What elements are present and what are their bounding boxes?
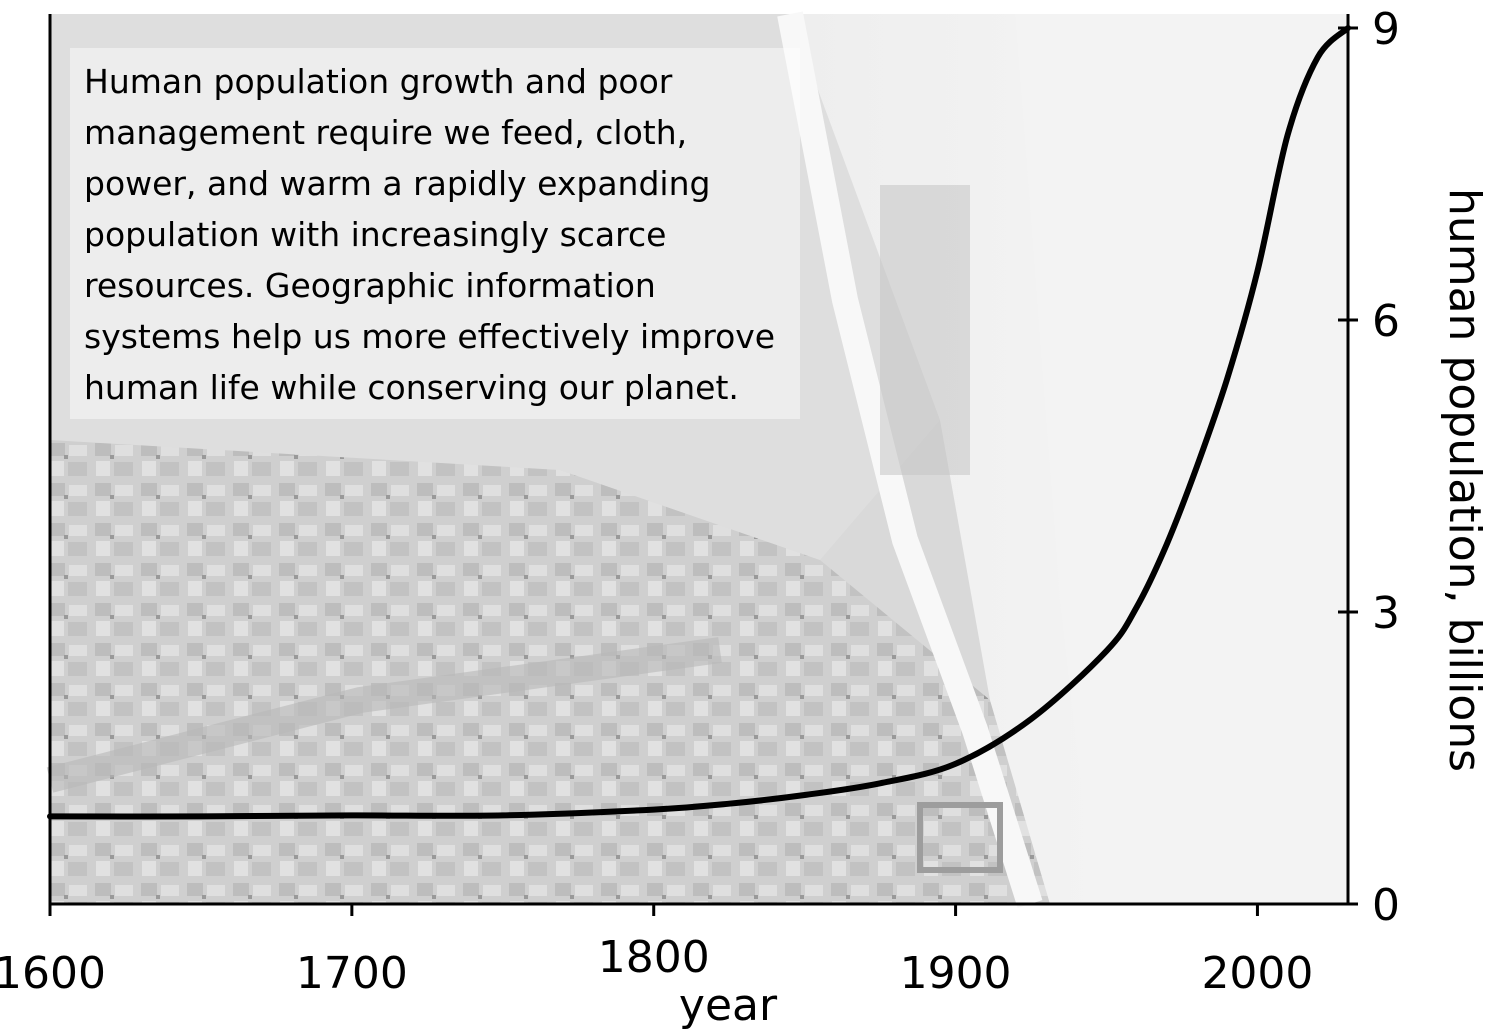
y-tick-label: 9	[1372, 4, 1400, 55]
plot-frame	[48, 14, 1350, 906]
x-tick-label: 1800	[598, 932, 710, 983]
y-axis-title: human population, billions	[1439, 188, 1490, 772]
y-tick-label: 6	[1372, 296, 1400, 347]
y-axis-ticks: 0 3 6 9	[1338, 4, 1400, 931]
x-tick-label: 1700	[296, 948, 408, 999]
x-axis-title: year	[679, 980, 778, 1031]
population-series-line	[47, 25, 1351, 820]
y-tick-label: 0	[1372, 880, 1400, 931]
x-tick-label: 1600	[0, 948, 106, 999]
aerial-background	[46, 11, 1348, 908]
annotation-text: Human population growth and poor managem…	[70, 48, 800, 419]
x-tick-label: 2000	[1201, 948, 1313, 999]
x-tick-label: 1900	[900, 948, 1012, 999]
x-axis-ticks: 1600 1700 1800 1900 2000	[0, 904, 1313, 999]
y-tick-label: 3	[1372, 588, 1400, 639]
